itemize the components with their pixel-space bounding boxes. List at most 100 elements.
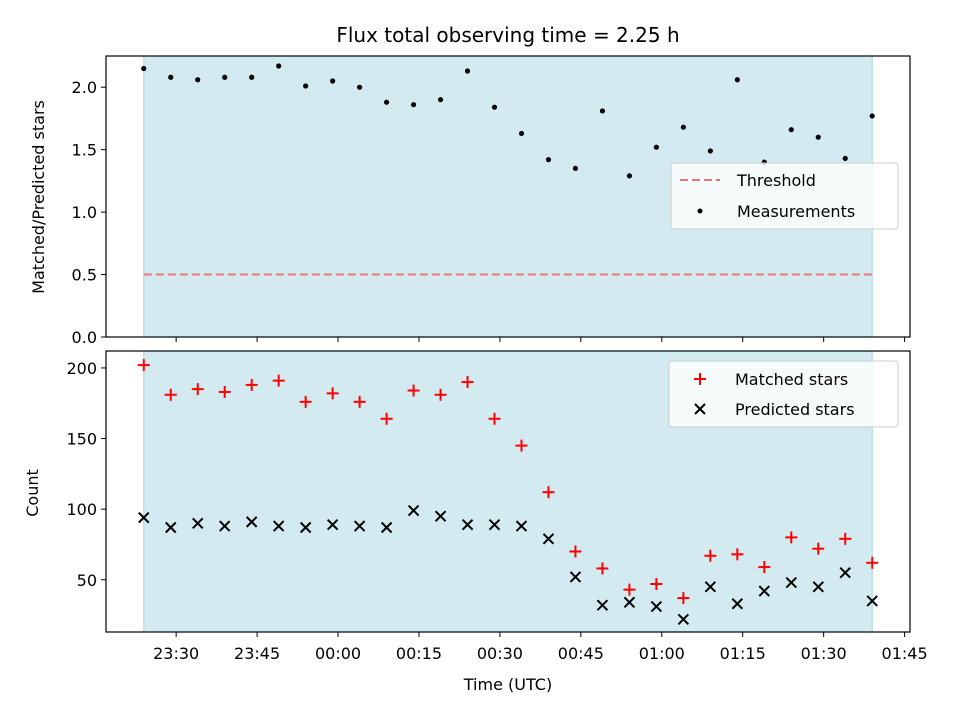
matched-star-point [407, 384, 420, 397]
matched-star-point [866, 556, 879, 569]
x-tick-label: 01:45 [882, 644, 928, 663]
measurement-point [437, 97, 444, 103]
predicted-star-point [650, 600, 663, 613]
matched-star-point [380, 412, 393, 425]
measurement-point [815, 134, 821, 140]
predicted-star-point [596, 599, 609, 611]
y-tick-label: 1.0 [72, 203, 97, 222]
measurement-point [707, 148, 713, 154]
x-tick-label: 00:15 [396, 644, 442, 663]
predicted-star-point [461, 518, 474, 531]
top-x-ticks [175, 337, 906, 342]
predicted-star-point [353, 520, 366, 532]
x-tick-label: 00:00 [315, 644, 361, 663]
predicted-star-point [542, 533, 555, 545]
matched-star-point [164, 388, 177, 401]
measurement-point [626, 173, 633, 179]
chart-title: Flux total observing time = 2.25 h [336, 23, 679, 47]
legend-threshold-label: Threshold [736, 171, 816, 190]
measurement-point [249, 74, 255, 80]
bottom-x-ticks: 23:30 23:45 00:00 00:15 00:30 00:45 01:00 01:15… [153, 632, 928, 663]
measurement-point [842, 155, 848, 162]
x-tick-label: 01:30 [801, 644, 847, 663]
measurement-point [464, 68, 471, 74]
legend-measurements-label: Measurements [737, 202, 855, 221]
x-tick-label: 01:15 [720, 644, 766, 663]
top-axes-frame [105, 55, 911, 338]
y-tick-label: 0.0 [72, 328, 97, 347]
y-tick-label: 100 [66, 500, 97, 519]
measurement-point [141, 65, 147, 72]
legend-matched-swatch [694, 373, 706, 385]
predicted-star-point [677, 613, 690, 625]
measurement-point [410, 102, 417, 108]
predicted-star-point [569, 571, 582, 583]
measurement-points [141, 63, 875, 179]
matched-star-point [812, 542, 825, 555]
predicted-stars-points [138, 504, 878, 625]
matched-star-point [542, 486, 555, 499]
y-tick-label: 200 [66, 359, 97, 378]
matched-star-point [218, 385, 231, 398]
measurement-point [222, 74, 228, 80]
y-tick-label: 2.0 [72, 78, 97, 97]
predicted-star-point [704, 581, 717, 593]
predicted-star-point [812, 581, 824, 593]
measurement-point [518, 130, 525, 137]
top-legend-box [670, 162, 899, 230]
matched-star-point [353, 395, 366, 408]
matched-star-point [677, 592, 690, 605]
measurement-point [572, 165, 579, 171]
predicted-star-point [299, 521, 312, 534]
measurement-point [788, 127, 794, 133]
x-axis-label: Time (UTC) [463, 675, 552, 694]
matched-star-point [488, 412, 501, 425]
predicted-star-point [785, 576, 797, 589]
matched-star-point [137, 359, 150, 372]
bottom-panel: 50 100 150 200 23:30 23:45 00:00 00:15 00:30 00:… [23, 350, 928, 694]
measurement-point [734, 77, 740, 83]
matched-star-point [623, 583, 636, 596]
matched-star-point [596, 562, 609, 575]
predicted-star-point [407, 504, 420, 517]
predicted-star-point [758, 585, 771, 597]
bottom-axes-frame [105, 350, 911, 633]
y-tick-label: 1.5 [72, 141, 97, 160]
matched-star-point [461, 376, 474, 389]
predicted-star-point [245, 516, 258, 528]
measurement-point [330, 78, 336, 84]
measurement-point [303, 83, 309, 89]
legend-measurements-swatch [697, 208, 703, 214]
x-tick-label: 00:45 [558, 644, 604, 663]
measurement-point [599, 108, 606, 114]
predicted-star-point [380, 521, 393, 534]
y-tick-label: 150 [66, 430, 97, 449]
matched-star-point [272, 374, 285, 387]
measurement-point [491, 104, 498, 110]
predicted-star-point [272, 520, 285, 532]
predicted-star-point [839, 566, 851, 579]
matched-star-point [245, 378, 258, 391]
matched-star-point [569, 545, 582, 558]
predicted-star-point [165, 521, 177, 534]
predicted-star-point [623, 596, 636, 609]
matched-star-point [785, 531, 798, 544]
x-tick-label: 00:30 [477, 644, 523, 663]
predicted-star-point [866, 595, 878, 607]
bottom-y-label: Count [23, 469, 42, 517]
predicted-star-point [138, 511, 150, 524]
top-panel: Flux total observing time = 2.25 h 0.00.… [29, 23, 911, 347]
predicted-star-point [192, 517, 204, 529]
bottom-legend: Matched stars Predicted stars [668, 360, 899, 428]
matched-stars-points [137, 359, 879, 605]
matched-star-point [299, 395, 312, 408]
matched-star-point [731, 548, 744, 561]
bottom-y-ticks: 50 100 150 200 [66, 359, 106, 590]
x-tick-label: 23:45 [234, 644, 280, 663]
bottom-legend-box [668, 360, 899, 428]
x-tick-label: 01:00 [639, 644, 685, 663]
measurement-point [383, 99, 390, 105]
measurement-point [168, 74, 174, 80]
matched-star-point [839, 532, 852, 545]
